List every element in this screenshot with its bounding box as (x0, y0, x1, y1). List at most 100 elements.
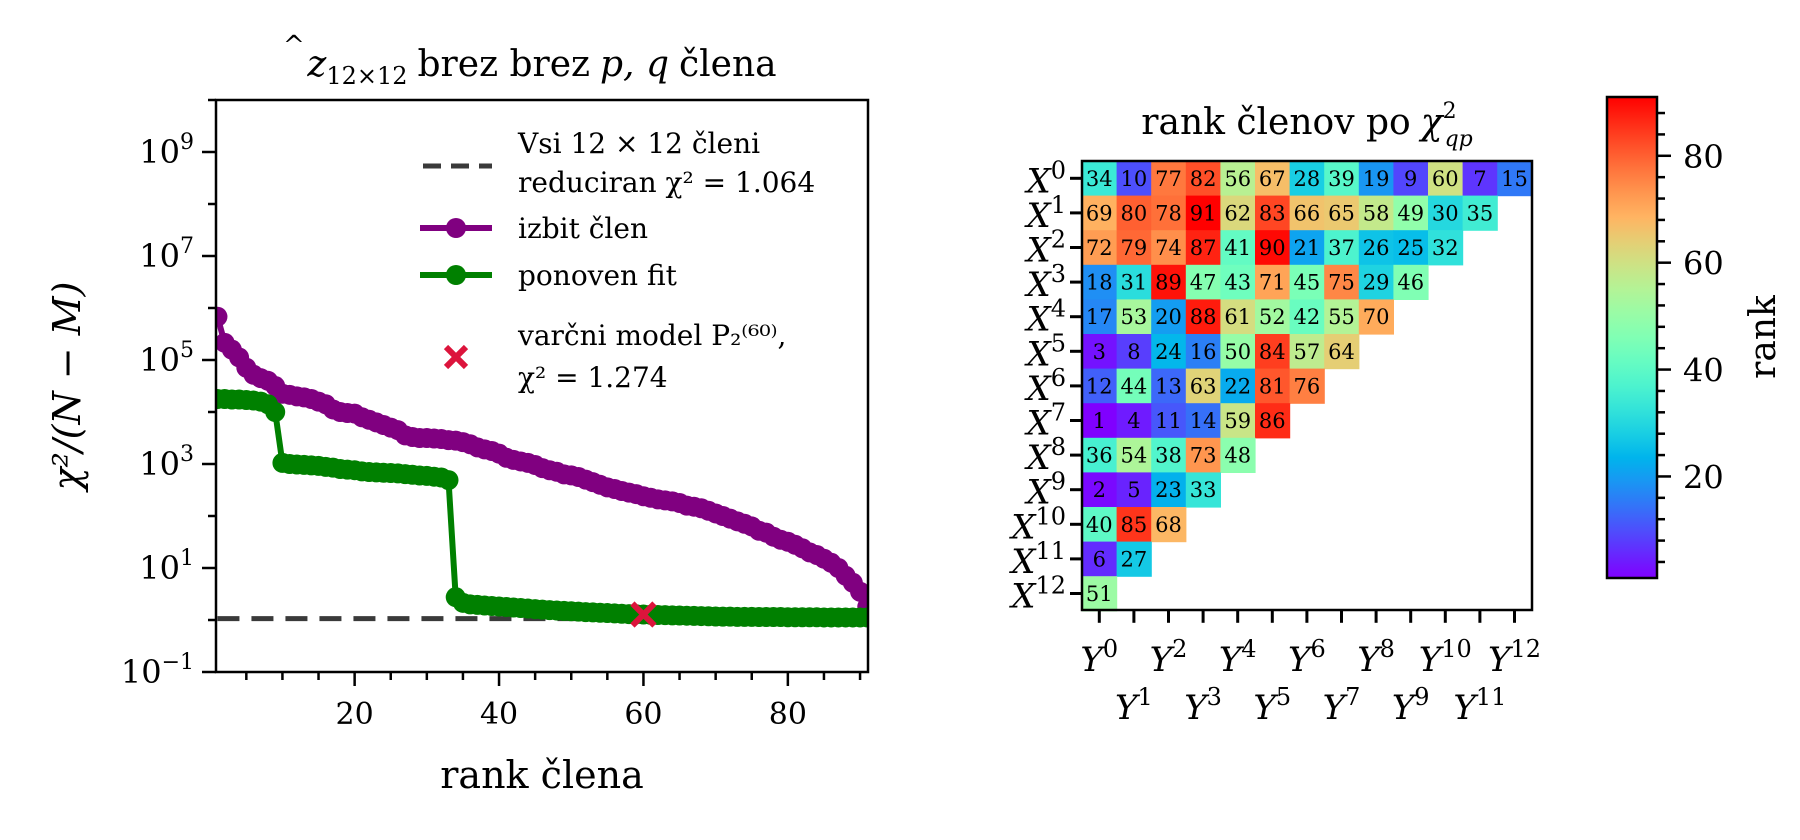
heatmap-cell: 75 (1324, 264, 1360, 300)
heatmap-cell: 56 (1220, 161, 1256, 197)
heatmap-cell: 23 (1151, 472, 1187, 508)
col-label: Y12 (1488, 635, 1541, 680)
heatmap-cell: 81 (1255, 368, 1291, 404)
heatmap-cell-fill (1151, 195, 1187, 231)
heatmap-cell-fill (1255, 195, 1291, 231)
heatmap-cell: 49 (1393, 195, 1429, 231)
heatmap-cell-fill (1185, 230, 1221, 266)
heatmap-cell-fill (1185, 472, 1221, 508)
heatmap-cell-fill (1082, 403, 1118, 439)
title-text-2: člena (679, 44, 777, 85)
y-tick-label: 10−1 (121, 650, 194, 691)
heatmap-cell-value: 30 (1432, 201, 1459, 225)
colorbar-tick-label: 60 (1683, 245, 1724, 283)
legend-green-marker (446, 265, 466, 285)
heatmap-cell: 31 (1116, 264, 1152, 300)
heatmap-cell: 27 (1116, 541, 1152, 577)
heatmap-cell-value: 52 (1259, 305, 1286, 329)
heatmap-cell-fill (1116, 472, 1152, 508)
heatmap-cell-value: 39 (1328, 167, 1355, 191)
heatmap-cell-value: 12 (1086, 374, 1113, 398)
data-point (850, 581, 868, 602)
heatmap-cell: 17 (1082, 299, 1118, 335)
heatmap-cell-value: 62 (1224, 201, 1251, 225)
heatmap-cell: 9 (1393, 161, 1429, 197)
heatmap-cell: 10 (1116, 161, 1152, 197)
col-label: Y7 (1323, 683, 1361, 728)
heatmap-cell-value: 27 (1121, 547, 1148, 571)
heatmap-cell-value: 47 (1190, 271, 1217, 295)
heatmap-cell-fill (1185, 437, 1221, 473)
legend-x-marker (443, 344, 469, 370)
heatmap-cell-value: 25 (1397, 236, 1424, 260)
heatmap-cell-fill (1151, 368, 1187, 404)
heatmap-cell-value: 56 (1224, 167, 1251, 191)
heatmap-cell-fill (1358, 264, 1394, 300)
heatmap-cell-fill (1116, 541, 1152, 577)
heatmap-cell-value: 8 (1127, 340, 1140, 364)
heatmap-cell-value: 74 (1155, 236, 1182, 260)
heatmap-cell-fill (1185, 368, 1221, 404)
row-label: X2 (1024, 226, 1067, 271)
heatmap-cell-value: 31 (1121, 271, 1148, 295)
legend: Vsi 12 × 12 členi reduciran χ² = 1.064 i… (420, 127, 815, 394)
heatmap-cell: 15 (1497, 161, 1533, 197)
heatmap-cell-value: 65 (1328, 201, 1355, 225)
heatmap-cell-fill (1116, 161, 1152, 197)
col-label: Y1 (1115, 683, 1153, 728)
heatmap-cell-value: 35 (1467, 201, 1494, 225)
heatmap-cell-fill (1289, 264, 1325, 300)
heatmap-cell: 37 (1324, 230, 1360, 266)
heatmap-cell-fill (1116, 264, 1152, 300)
heatmap-cell: 87 (1185, 230, 1221, 266)
heatmap-cell-fill (1151, 230, 1187, 266)
col-label: Y10 (1419, 635, 1472, 680)
heatmap-cell: 8 (1116, 334, 1152, 370)
heatmap-cell-value: 70 (1363, 305, 1390, 329)
series-ponoven-fit (216, 388, 868, 628)
heatmap-cell-value: 28 (1294, 167, 1321, 191)
heatmap-cell-value: 59 (1224, 409, 1251, 433)
heatmap-cell: 12 (1082, 368, 1118, 404)
legend-label-reference-line2: reduciran χ² = 1.064 (518, 166, 815, 199)
heatmap-cell-value: 6 (1093, 547, 1106, 571)
heatmap-cell: 68 (1151, 507, 1187, 543)
heatmap-cell-fill (1082, 368, 1118, 404)
heatmap-cell-fill (1151, 264, 1187, 300)
x-tick-label: 40 (480, 697, 518, 732)
heatmap-cell-value: 50 (1224, 340, 1251, 364)
heatmap-cell-value: 4 (1127, 409, 1140, 433)
heatmap-cell-fill (1082, 334, 1118, 370)
heatmap-cell-value: 68 (1155, 513, 1182, 537)
colorbar-tick-label: 40 (1683, 352, 1724, 390)
heatmap-cell-value: 21 (1294, 236, 1321, 260)
y-tick-label: 105 (139, 338, 194, 379)
heatmap-cell: 54 (1116, 437, 1152, 473)
heatmap-cell: 90 (1255, 230, 1291, 266)
heatmap-cell: 48 (1220, 437, 1256, 473)
heatmap-cell-value: 19 (1363, 167, 1390, 191)
heatmap-cell: 62 (1220, 195, 1256, 231)
varcni-model-x-marker (630, 601, 657, 628)
heatmap-cell-value: 71 (1259, 271, 1286, 295)
heatmap-cell-value: 86 (1259, 409, 1286, 433)
heatmap-cell-fill (1220, 299, 1256, 335)
row-label: X5 (1024, 329, 1067, 374)
heatmap-cell-fill (1151, 403, 1187, 439)
heatmap-cell-value: 45 (1294, 271, 1321, 295)
colorbar-frame (1605, 95, 1659, 580)
heatmap-cell-fill (1255, 334, 1291, 370)
heatmap-cell-value: 60 (1432, 167, 1459, 191)
heatmap-cell-fill (1220, 334, 1256, 370)
col-label: Y2 (1150, 635, 1188, 680)
heatmap-cell-value: 82 (1190, 167, 1217, 191)
heatmap-cell: 24 (1151, 334, 1187, 370)
heatmap-cell: 89 (1151, 264, 1187, 300)
heatmap-cell-value: 16 (1190, 340, 1217, 364)
series-izbit-clen (216, 306, 868, 617)
colorbar-label: rank (1743, 294, 1784, 379)
heatmap-title-chi: χ (1418, 102, 1445, 143)
heatmap-cell: 63 (1185, 368, 1221, 404)
heatmap-cell: 51 (1082, 576, 1118, 612)
